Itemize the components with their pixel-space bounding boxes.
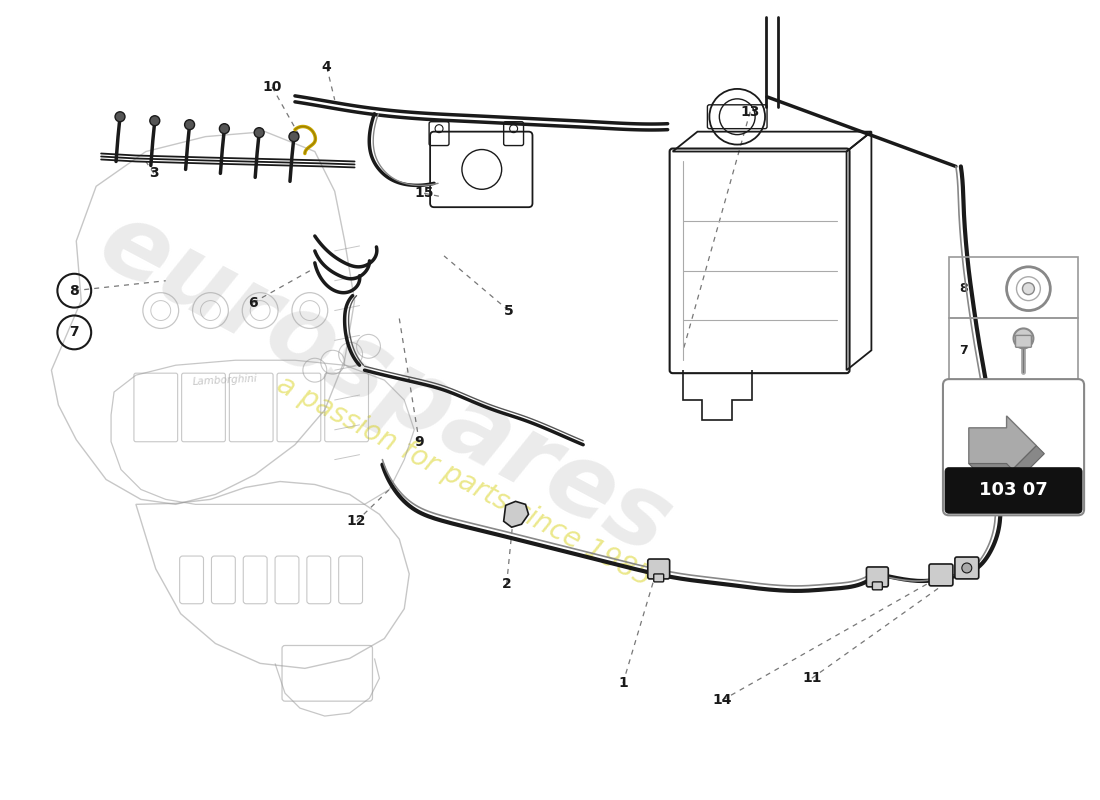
Text: 103 07: 103 07 (979, 482, 1048, 499)
FancyBboxPatch shape (955, 557, 979, 579)
FancyBboxPatch shape (1015, 335, 1032, 347)
Polygon shape (969, 464, 1014, 471)
Text: 1: 1 (618, 676, 628, 690)
Circle shape (254, 128, 264, 138)
Circle shape (961, 563, 971, 573)
FancyBboxPatch shape (945, 467, 1082, 514)
Circle shape (289, 132, 299, 142)
Polygon shape (504, 502, 528, 527)
Circle shape (116, 112, 125, 122)
Text: 5: 5 (504, 303, 514, 318)
Text: 4: 4 (322, 60, 331, 74)
Text: 6: 6 (249, 295, 258, 310)
FancyBboxPatch shape (930, 564, 953, 586)
FancyBboxPatch shape (648, 559, 670, 579)
Text: 7: 7 (69, 326, 79, 339)
Text: a passion for parts since 1985: a passion for parts since 1985 (272, 370, 656, 592)
Text: 10: 10 (263, 80, 282, 94)
Text: 15: 15 (415, 186, 433, 200)
Text: 13: 13 (740, 105, 760, 118)
Text: 9: 9 (415, 434, 424, 449)
Circle shape (219, 124, 229, 134)
Text: 14: 14 (713, 693, 733, 707)
FancyBboxPatch shape (867, 567, 889, 587)
Text: 12: 12 (346, 514, 366, 528)
Polygon shape (1006, 446, 1044, 483)
Polygon shape (969, 416, 1036, 475)
Text: 8: 8 (69, 284, 79, 298)
Text: 7: 7 (959, 344, 968, 357)
Circle shape (150, 116, 160, 126)
Text: 11: 11 (802, 671, 822, 686)
FancyBboxPatch shape (872, 582, 882, 590)
Text: 2: 2 (502, 577, 512, 591)
Text: Lamborghini: Lamborghini (192, 374, 258, 387)
FancyBboxPatch shape (653, 574, 663, 582)
FancyBboxPatch shape (943, 379, 1085, 515)
Circle shape (1023, 282, 1034, 294)
Circle shape (1013, 329, 1033, 348)
Text: eurospares: eurospares (82, 194, 686, 577)
Circle shape (185, 120, 195, 130)
Text: 3: 3 (148, 166, 158, 180)
Text: 8: 8 (959, 282, 968, 295)
